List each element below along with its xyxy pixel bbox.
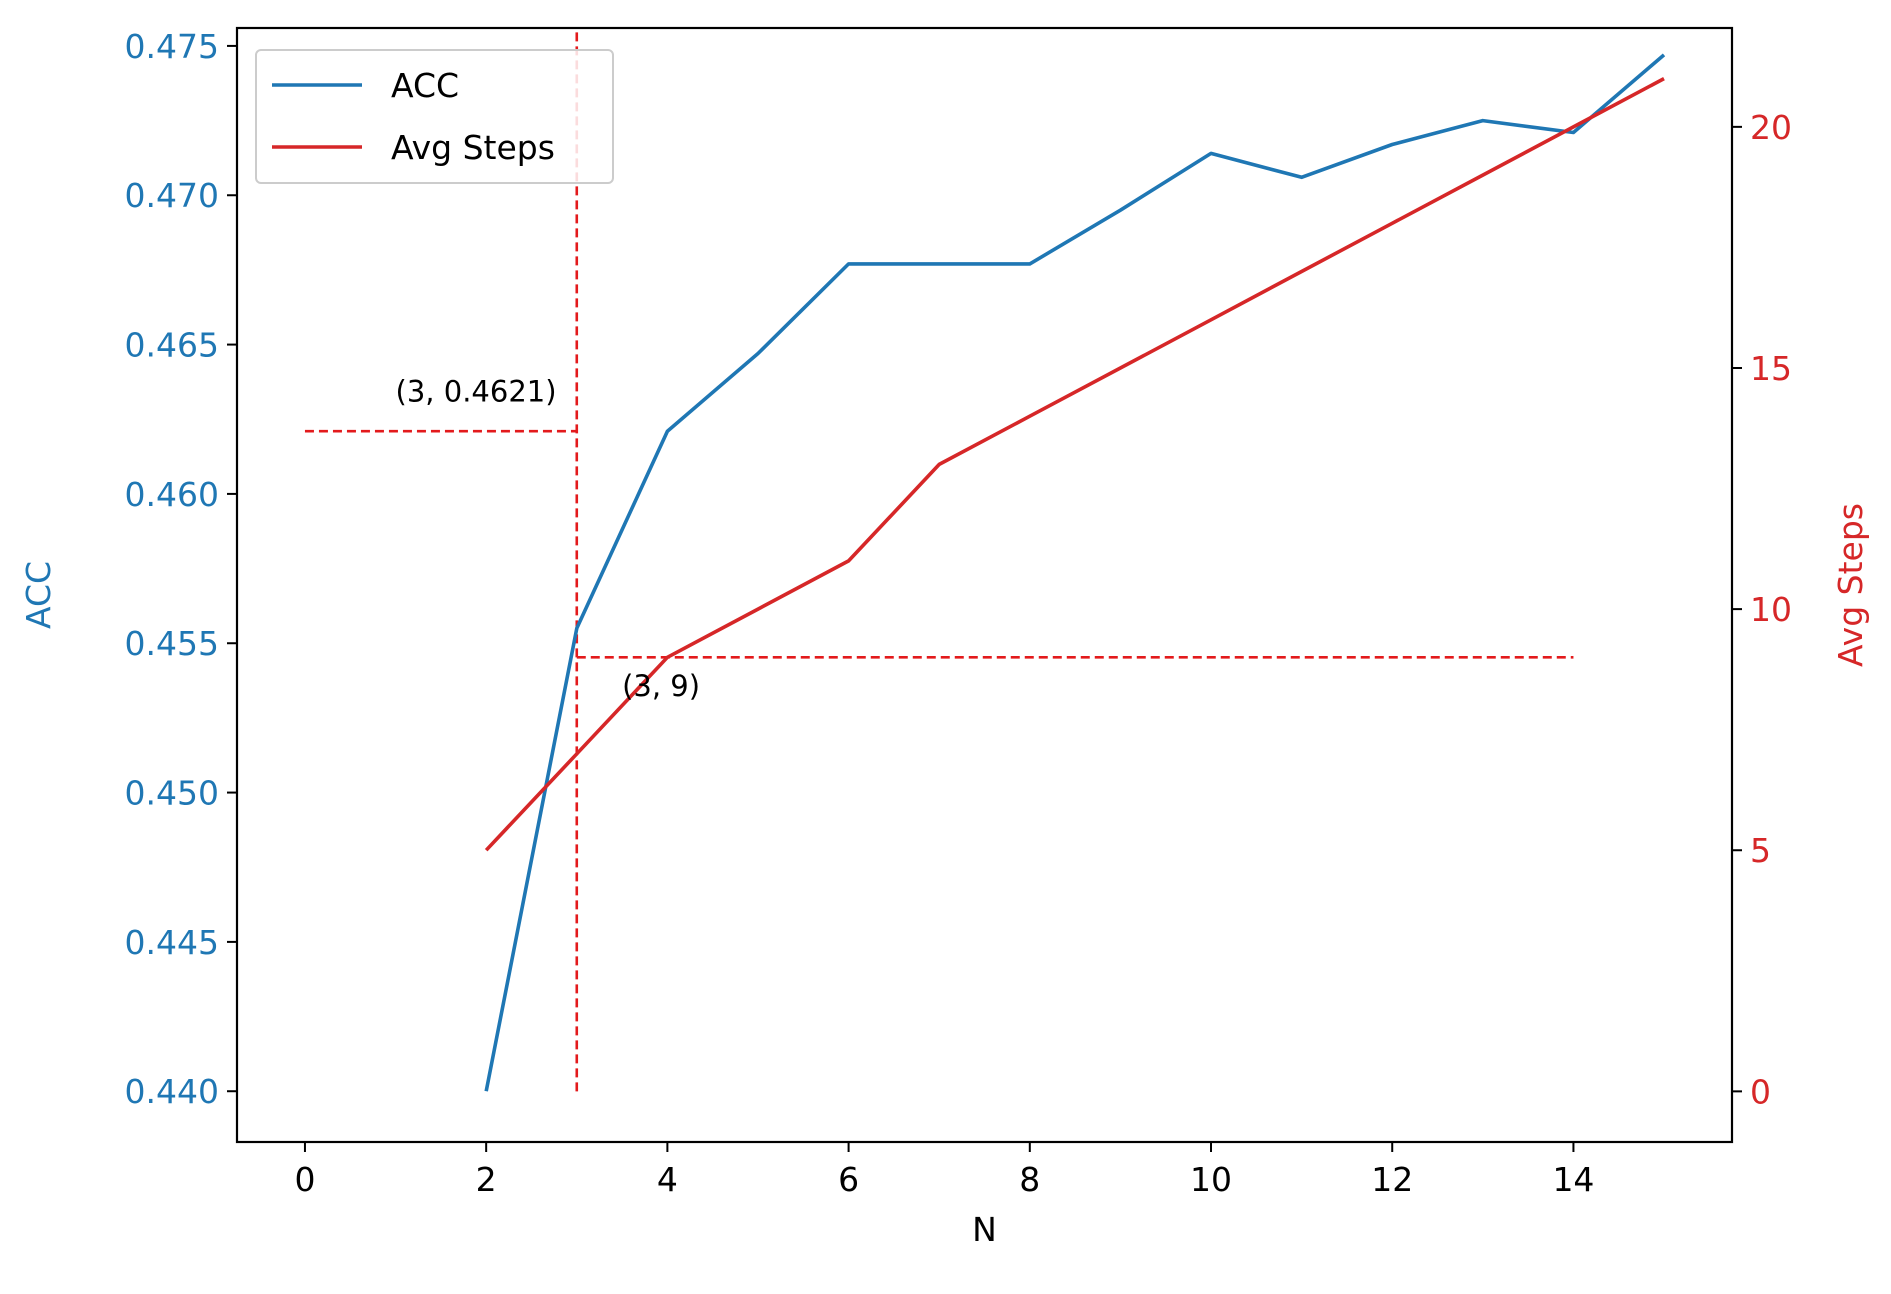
right-tick-label: 0 [1750,1072,1771,1111]
plot-frame [235,26,1734,1144]
left-tick-label: 0.460 [125,475,219,514]
x-tick-label: 10 [1190,1160,1232,1199]
right-tick-label: 5 [1750,831,1771,870]
annotation-label: (3, 0.4621) [396,374,557,408]
annotations: (3, 0.4621) (3, 9) [396,374,700,703]
reference-lines [304,30,1574,1092]
legend-label: Avg Steps [391,128,555,167]
x-tick-label: 14 [1552,1160,1594,1199]
annotation-label: (3, 9) [622,669,700,703]
x-tick-label: 4 [657,1160,678,1199]
left-axis-label: ACC [19,561,58,629]
legend-label: ACC [391,66,459,105]
right-tick-label: 20 [1750,108,1792,147]
left-tick-label: 0.455 [125,624,219,663]
legend: ACC Avg Steps [255,49,614,184]
left-tick-label: 0.450 [125,774,219,813]
left-tick-label: 0.440 [125,1072,219,1111]
data-series [484,53,1666,1092]
right-axis-label: Avg Steps [1831,503,1870,667]
left-tick-label: 0.465 [125,326,219,365]
x-axis-label: N [972,1210,997,1249]
x-tick-label: 0 [294,1160,315,1199]
x-tick-label: 6 [838,1160,859,1199]
x-tick-label: 8 [1019,1160,1040,1199]
series-line-avg-steps [484,77,1665,852]
series-line-acc [484,53,1666,1092]
left-tick-label: 0.475 [125,27,219,66]
x-tick-label: 12 [1371,1160,1413,1199]
left-tick-label: 0.470 [125,176,219,215]
right-tick-label: 15 [1750,349,1792,388]
left-axis-ticks: 0.440 0.445 0.450 0.455 0.460 0.465 0.470 0.475 [125,27,237,1111]
x-axis-ticks: 0 2 4 6 8 10 12 14 [294,1142,1594,1199]
right-axis-ticks: 0 5 10 15 20 [1732,108,1792,1111]
right-tick-label: 10 [1750,590,1792,629]
left-tick-label: 0.445 [125,923,219,962]
x-tick-label: 2 [476,1160,497,1199]
